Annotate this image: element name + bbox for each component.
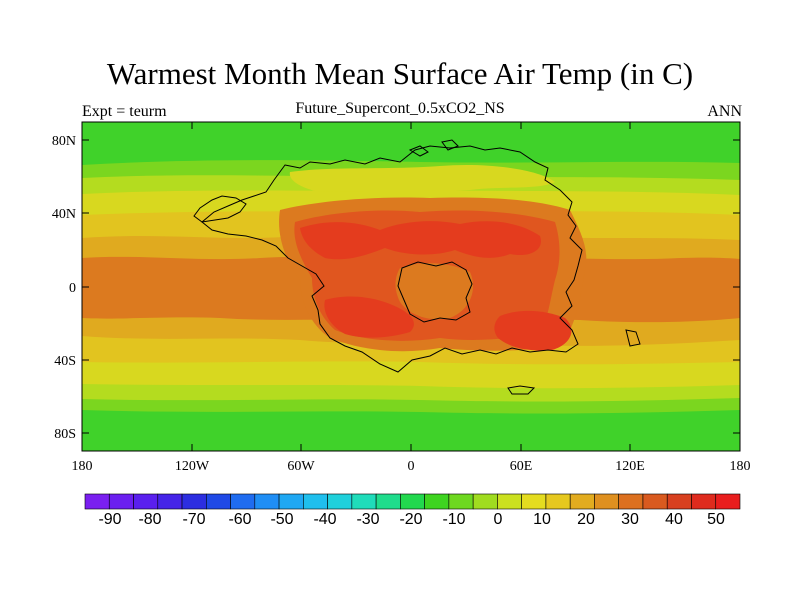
experiment-subtitle: Future_Supercont_0.5xCO2_NS	[295, 100, 505, 117]
colorbar-box	[303, 493, 328, 510]
lat-tick-label: 40N	[52, 207, 76, 222]
colorbar-box	[157, 493, 183, 510]
colorbar-box	[351, 493, 377, 510]
season-label: ANN	[707, 103, 742, 120]
colorbar-box	[375, 493, 401, 510]
colorbar-box	[618, 493, 644, 510]
lon-tick-label: 0	[408, 459, 415, 474]
lon-tick-label: 120E	[615, 459, 645, 474]
southern-islands	[507, 329, 641, 395]
lon-tick-label: 180	[72, 459, 93, 474]
colorbar-box	[521, 493, 547, 510]
lat-tick-label: 80N	[52, 134, 76, 149]
lat-tick-label: 40S	[54, 354, 76, 369]
colorbar-label: -60	[228, 511, 251, 528]
continent-hottest-east	[494, 310, 572, 351]
inland-sea-patch	[395, 263, 474, 320]
inland-sea-outline	[397, 261, 473, 323]
colorbar-label: -50	[270, 511, 293, 528]
colorbar-box	[424, 493, 450, 510]
colorbar-box	[133, 493, 159, 510]
temperature-field	[82, 122, 740, 451]
colorbar-label: 20	[577, 511, 595, 528]
colorbar-labels: -90 -80 -70 -60 -50 -40 -30 -20 -10 0 10…	[98, 511, 725, 528]
colorbar-label: -20	[399, 511, 422, 528]
colorbar-box	[472, 493, 498, 510]
northern-islands	[408, 139, 459, 157]
colorbar-box	[254, 493, 280, 510]
colorbar-box	[278, 493, 304, 510]
lon-tick-label: 180	[730, 459, 751, 474]
colorbar-label: 40	[665, 511, 683, 528]
lat-tick-label: 80S	[54, 427, 76, 442]
colorbar-box	[642, 493, 668, 510]
supercontinent-outline	[201, 145, 583, 373]
continent-hottest-north	[300, 221, 541, 260]
colorbar-box	[715, 493, 741, 510]
colorbar-label: 50	[707, 511, 725, 528]
lat-axis: 80N 40N 0 40S 80S	[52, 134, 740, 442]
colorbar-box	[691, 493, 717, 510]
colorbar	[84, 493, 741, 510]
colorbar-box	[545, 493, 571, 510]
colorbar-box	[569, 493, 595, 510]
experiment-label: Expt = teurm	[82, 103, 167, 120]
colorbar-box	[666, 493, 692, 510]
colorbar-label: 10	[533, 511, 551, 528]
lat-tick-label: 0	[69, 281, 76, 296]
colorbar-label: -90	[98, 511, 121, 528]
colorbar-box	[400, 493, 425, 510]
colorbar-box	[84, 493, 110, 510]
colorbar-label: -40	[313, 511, 336, 528]
colorbar-box	[448, 493, 474, 510]
coastline	[193, 139, 641, 395]
lon-tick-label: 60E	[510, 459, 533, 474]
lon-axis: 180 120W 60W 0 60E 120E 180	[72, 122, 751, 474]
colorbar-box	[327, 493, 353, 510]
continent-hottest-south	[324, 296, 414, 338]
colorbar-box	[497, 493, 522, 510]
chart-title: Warmest Month Mean Surface Air Temp (in …	[106, 56, 694, 91]
western-peninsula	[193, 195, 247, 223]
colorbar-box	[181, 493, 207, 510]
colorbar-label: -10	[442, 511, 465, 528]
colorbar-label: -30	[356, 511, 379, 528]
colorbar-box	[206, 493, 231, 510]
lon-tick-label: 60W	[287, 459, 315, 474]
colorbar-label: 0	[494, 511, 503, 528]
colorbar-box	[594, 493, 620, 510]
colorbar-box	[230, 493, 256, 510]
colorbar-label: -80	[138, 511, 161, 528]
colorbar-label: -70	[182, 511, 205, 528]
colorbar-label: 30	[621, 511, 639, 528]
colorbar-box	[108, 493, 134, 510]
arctic-coast-cool	[289, 164, 555, 192]
lon-tick-label: 120W	[175, 459, 210, 474]
